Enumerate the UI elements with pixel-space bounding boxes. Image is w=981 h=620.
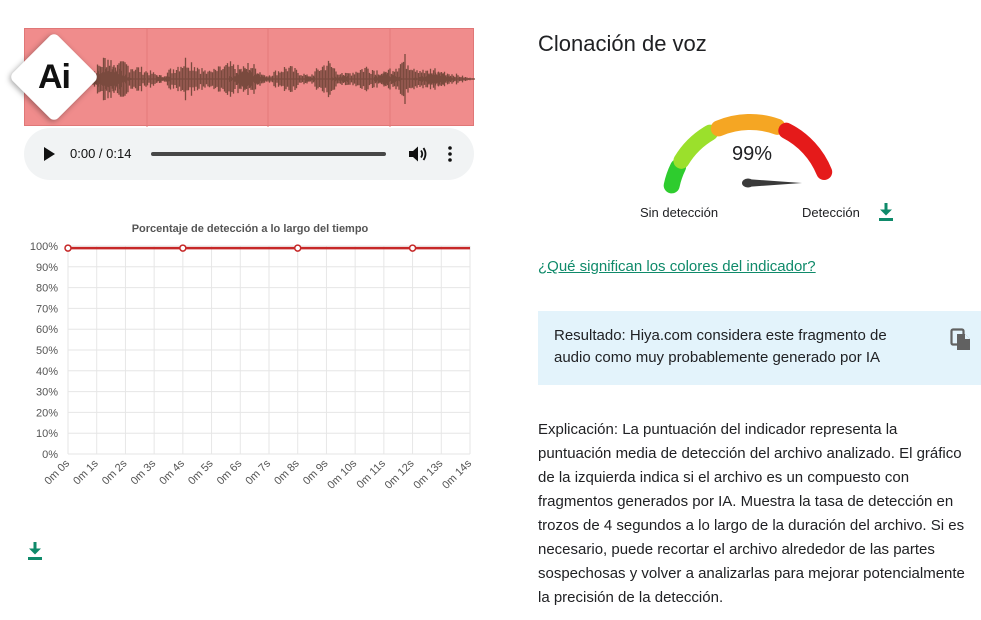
x-tick-label: 0m 13s — [411, 457, 445, 491]
volume-icon[interactable] — [408, 145, 428, 163]
audio-waveform[interactable] — [24, 28, 475, 127]
x-tick-label: 0m 4s — [157, 457, 187, 487]
gauge-segment — [673, 124, 718, 169]
result-box: Resultado: Hiya.com considera este fragm… — [538, 311, 981, 385]
x-tick-label: 0m 1s — [71, 457, 101, 487]
y-tick-label: 40% — [36, 366, 58, 378]
y-tick-label: 20% — [36, 407, 58, 419]
x-tick-label: 0m 10s — [325, 457, 359, 491]
y-tick-label: 90% — [36, 262, 58, 274]
gauge-needle — [746, 179, 802, 187]
gauge-value: 99% — [731, 143, 773, 165]
x-tick-label: 0m 5s — [186, 457, 216, 487]
gauge-label-low: Sin detección — [640, 205, 719, 220]
x-tick-label: 0m 2s — [100, 457, 130, 487]
explanation-text: Explicación: La puntuación del indicador… — [538, 421, 965, 606]
x-tick-label: 0m 12s — [383, 457, 417, 491]
detection-over-time-chart: Porcentaje de detección a lo largo del t… — [30, 223, 475, 492]
download-icon[interactable] — [26, 541, 44, 561]
y-tick-label: 30% — [36, 387, 58, 399]
x-tick-label: 0m 11s — [355, 457, 389, 491]
result-text: Resultado: Hiya.com considera este fragm… — [554, 327, 887, 366]
gauge-needle-hub — [742, 178, 754, 188]
gauge-segment — [663, 158, 687, 194]
data-point — [179, 244, 187, 252]
y-tick-label: 50% — [36, 345, 58, 357]
data-point — [293, 244, 302, 252]
y-tick-label: 0% — [42, 449, 58, 461]
gauge-segment — [778, 122, 833, 180]
copy-icon[interactable] — [950, 328, 972, 352]
play-icon[interactable] — [44, 147, 55, 161]
data-point — [64, 244, 72, 252]
audio-player: 0:00 / 0:14 — [24, 128, 474, 180]
waveform-peaks — [79, 54, 474, 104]
gauge-segment — [710, 114, 786, 137]
ai-badge-text: Ai — [38, 58, 71, 96]
data-point — [408, 244, 417, 252]
x-tick-label: 0m 8s — [272, 457, 302, 487]
y-tick-label: 70% — [36, 303, 58, 315]
detector-title: Clonación de voz — [538, 31, 707, 56]
x-tick-label: 0m 6s — [215, 457, 245, 487]
y-tick-label: 100% — [30, 241, 58, 253]
y-tick-label: 60% — [36, 324, 58, 336]
y-tick-label: 10% — [36, 428, 58, 440]
x-tick-label: 0m 7s — [243, 457, 273, 487]
x-tick-label: 0m 14s — [440, 457, 474, 491]
x-tick-label: 0m 0s — [42, 457, 72, 487]
y-tick-label: 80% — [36, 283, 58, 295]
gauge-colors-help-link[interactable]: ¿Qué significan los colores del indicado… — [538, 258, 816, 275]
more-vert-icon[interactable] — [444, 145, 456, 163]
x-tick-label: 0m 3s — [129, 457, 159, 487]
download-icon[interactable] — [877, 202, 895, 222]
player-time: 0:00 / 0:14 — [70, 146, 132, 161]
seek-slider[interactable] — [151, 152, 386, 156]
gauge-label-high: Detección — [802, 205, 860, 220]
chart-title: Porcentaje de detección a lo largo del t… — [132, 223, 369, 235]
detection-gauge — [663, 114, 833, 194]
